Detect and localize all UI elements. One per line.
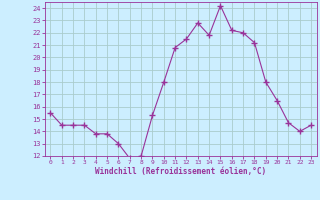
X-axis label: Windchill (Refroidissement éolien,°C): Windchill (Refroidissement éolien,°C) — [95, 167, 266, 176]
